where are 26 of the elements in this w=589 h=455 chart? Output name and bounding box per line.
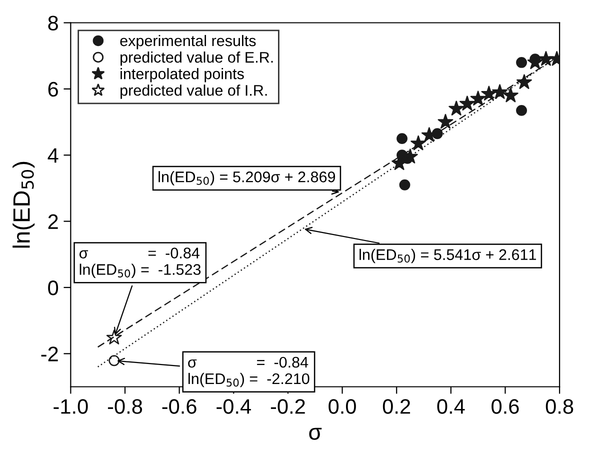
x-tick-label: 0.2 <box>382 399 410 414</box>
x-tick-label: -1.0 <box>54 399 88 414</box>
annotation: ln(ED$_{50}$) = 5.541σ + 2.611 <box>360 248 536 264</box>
x-tick-label: -0.4 <box>216 399 251 414</box>
x-tick-label: 0.0 <box>328 399 356 414</box>
legend-label: predicted value of I.R. <box>120 84 267 99</box>
y-tick-label: 6 <box>48 82 58 97</box>
x-tick-label: 0.6 <box>492 399 519 414</box>
y-tick-label: 0 <box>48 280 58 296</box>
annotation: σ = -0.84 ln(ED$_{50}$) = -1.523 <box>79 248 201 278</box>
legend-label: predicted value of E.R. <box>120 52 273 66</box>
x-tick-label: -0.2 <box>270 399 305 414</box>
annotation: σ = -0.84 ln(ED$_{50}$) = -2.210 <box>188 356 310 388</box>
y-tick-label: 4 <box>48 148 58 163</box>
y-tick-label: 8 <box>48 16 58 31</box>
annotation: ln(ED$_{50}$) = 5.209σ + 2.869 <box>158 171 336 186</box>
x-tick-label: 0.4 <box>437 399 465 414</box>
y-tick-label: -2 <box>41 346 58 362</box>
x-tick-label: -0.8 <box>108 399 142 414</box>
x-tick-label: -0.6 <box>162 399 196 414</box>
legend-label: interpolated points <box>120 68 244 82</box>
y-axis-title: ln(ED$_{50}$) <box>12 162 35 248</box>
x-axis-title: σ <box>309 428 322 440</box>
y-tick-label: 2 <box>48 214 58 229</box>
x-tick-label: 0.8 <box>546 399 574 414</box>
legend-label: experimental results <box>120 34 256 50</box>
